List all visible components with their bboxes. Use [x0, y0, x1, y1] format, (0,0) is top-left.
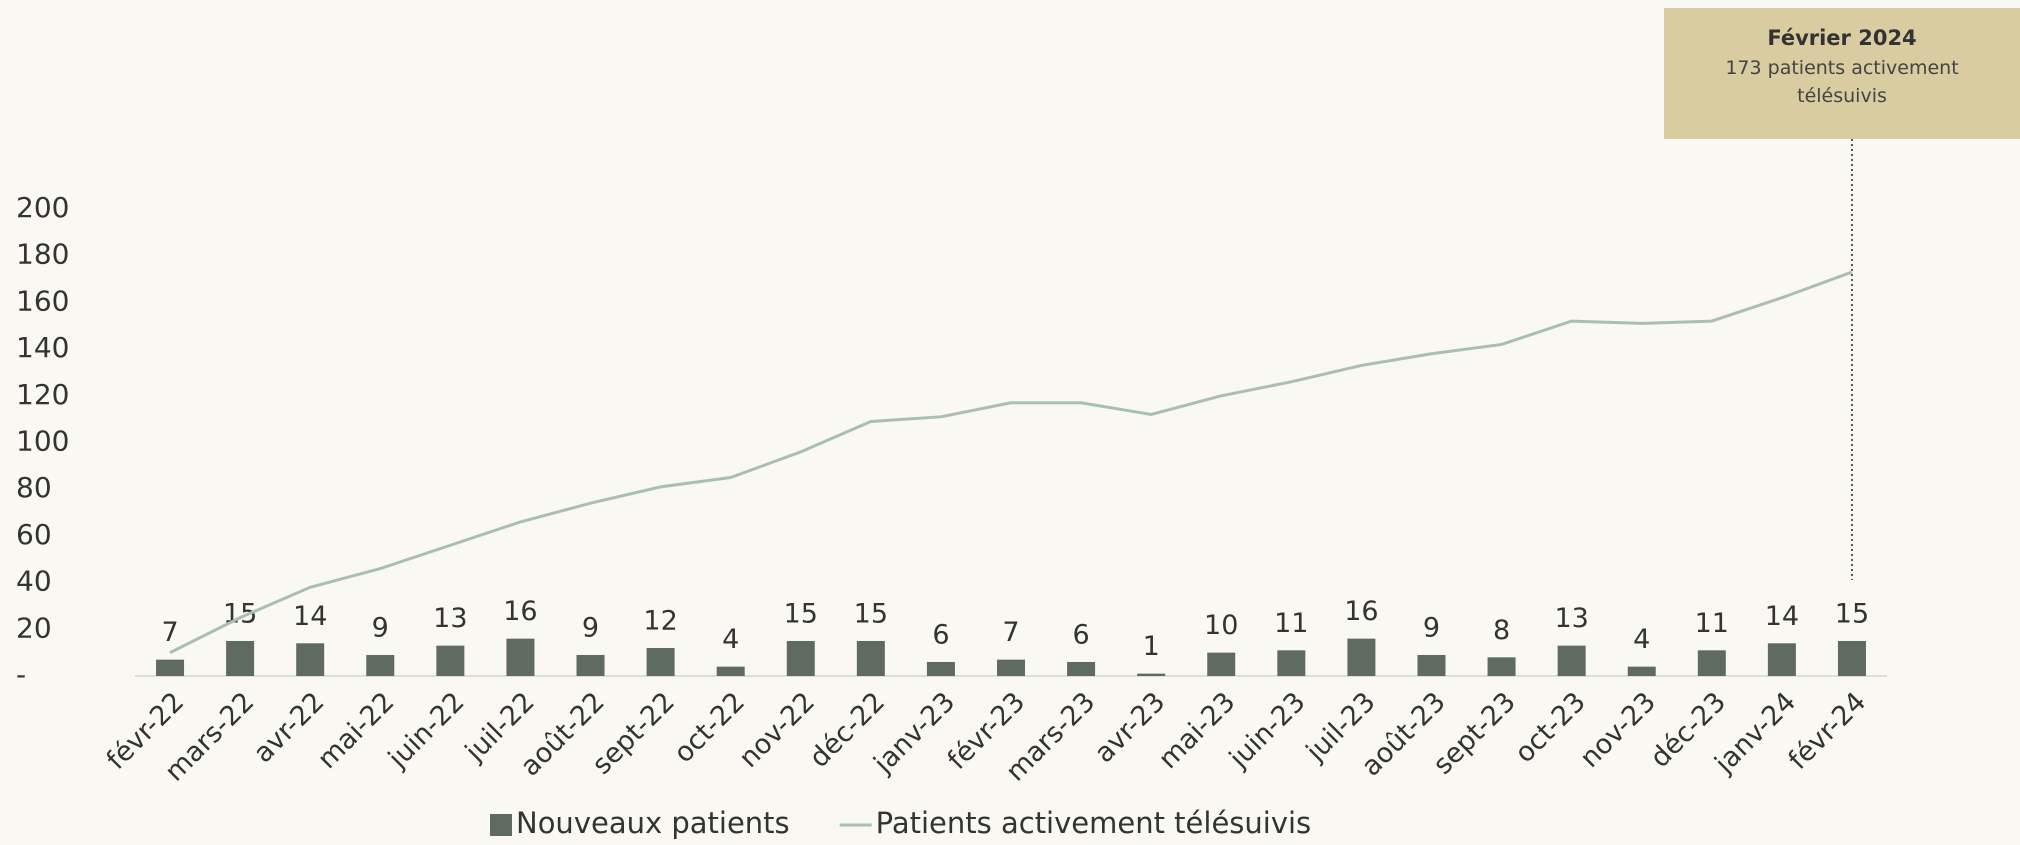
bar — [156, 659, 185, 676]
data-label: 7 — [161, 617, 178, 648]
data-label: 10 — [1204, 610, 1238, 641]
bar — [716, 666, 745, 676]
data-label: 14 — [293, 601, 327, 632]
bar — [1137, 673, 1166, 676]
bar — [576, 654, 605, 676]
y-tick-label: - — [16, 658, 26, 691]
bar — [786, 640, 815, 676]
data-label: 15 — [784, 598, 818, 629]
bar — [506, 638, 535, 676]
x-tick-label: mai-23 — [1153, 686, 1242, 775]
data-label: 15 — [1835, 598, 1869, 629]
bar — [1487, 657, 1516, 676]
data-label: 13 — [433, 603, 467, 634]
y-tick-label: 100 — [16, 425, 69, 458]
bar — [1417, 654, 1446, 676]
bar — [1767, 643, 1796, 676]
data-label: 15 — [854, 598, 888, 629]
y-tick-label: 200 — [16, 191, 69, 224]
data-label: 12 — [643, 605, 677, 636]
data-label: 6 — [932, 619, 949, 650]
data-label: 4 — [1633, 624, 1650, 655]
x-tick-label: févr-24 — [1783, 686, 1873, 776]
x-tick-label: mai-22 — [312, 686, 401, 775]
data-label: 16 — [503, 596, 537, 627]
data-label: 9 — [582, 612, 599, 643]
bar — [1207, 652, 1236, 676]
x-tick-label: nov-22 — [733, 686, 821, 774]
y-tick-label: 40 — [16, 565, 52, 598]
legend-label: Patients activement télésuivis — [876, 806, 1312, 840]
data-label: 11 — [1274, 608, 1308, 639]
line — [169, 270, 1853, 654]
bar — [926, 661, 955, 676]
annotation-title: Février 2024 — [1767, 26, 1917, 50]
bar — [1277, 650, 1306, 676]
legend-label: Nouveaux patients — [516, 806, 790, 840]
annotation: Février 2024 173 patients activement tél… — [1664, 8, 2020, 139]
x-tick-label: juin-23 — [1223, 686, 1312, 775]
y-tick-label: 140 — [16, 331, 69, 364]
data-label: 9 — [1423, 612, 1440, 643]
data-label: 1 — [1143, 631, 1160, 662]
x-tick-label: juin-22 — [382, 686, 471, 775]
data-label: 11 — [1695, 608, 1729, 639]
data-label: 4 — [722, 624, 739, 655]
annotation-text: 173 patients activement télésuivis — [1725, 57, 1959, 107]
bar — [1347, 638, 1376, 676]
bar — [646, 647, 675, 676]
bar — [1067, 661, 1096, 676]
data-label: 8 — [1493, 615, 1510, 646]
y-tick-label: 60 — [16, 518, 52, 551]
bar — [1837, 640, 1866, 676]
data-label: 7 — [1002, 617, 1019, 648]
bar — [1557, 645, 1586, 676]
x-tick-label: nov-23 — [1574, 686, 1662, 774]
bar — [436, 645, 465, 676]
data-label: 13 — [1554, 603, 1588, 634]
legend-swatch — [490, 814, 512, 836]
bar — [366, 654, 395, 676]
y-tick-label: 20 — [16, 611, 52, 644]
y-tick-label: 80 — [16, 471, 52, 504]
y-tick-label: 160 — [16, 284, 69, 317]
bar — [856, 640, 885, 676]
y-tick-label: 120 — [16, 378, 69, 411]
data-label: 6 — [1072, 619, 1089, 650]
bar — [1627, 666, 1656, 676]
bar — [226, 640, 255, 676]
bar — [997, 659, 1025, 676]
bar — [1697, 650, 1726, 676]
y-tick-label: 180 — [16, 238, 69, 271]
data-label: 16 — [1344, 596, 1378, 627]
data-label: 14 — [1765, 601, 1799, 632]
bar — [296, 643, 325, 676]
data-label: 9 — [372, 612, 389, 643]
